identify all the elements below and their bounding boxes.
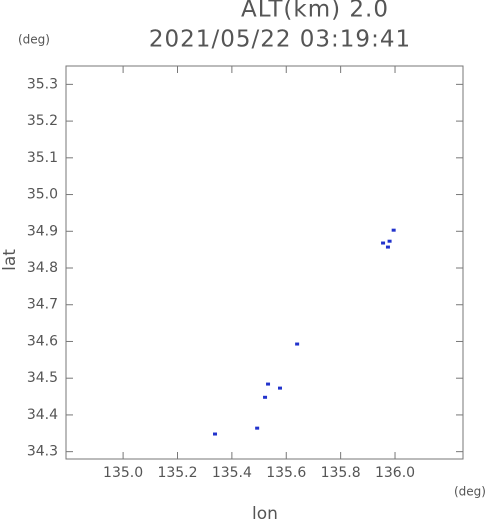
x-tick-label: 135.6 [266,465,306,481]
x-tick-label: 135.2 [157,465,197,481]
y-tick-label: 34.3 [27,444,58,460]
y-tick-label: 35.2 [27,113,58,129]
point [255,426,260,430]
x-tick-label: 135.8 [321,465,361,481]
point [381,241,386,245]
y-tick-label: 34.8 [27,260,58,276]
altitude-annotation: ALT(km) 2.0 [241,0,389,23]
y-unit: (deg) [18,33,50,47]
y-axis-label: lat [0,249,20,271]
y-tick-label: 35.3 [27,76,58,92]
chart-title: 2021/05/22 03:19:41 [149,27,411,53]
point [213,432,218,436]
point [266,382,271,386]
x-tick-label: 135.4 [212,465,252,481]
point [295,342,300,346]
point [263,395,268,399]
x-tick-label: 135.0 [103,465,143,481]
x-axis-label: lon [252,504,278,521]
y-tick-label: 34.6 [27,333,58,349]
y-tick-label: 34.4 [27,407,58,423]
y-tick-label: 35.1 [27,150,58,166]
y-tick-label: 34.5 [27,370,58,386]
y-tick-label: 35.0 [27,187,58,203]
plot-frame [65,65,464,460]
y-tick-label: 34.9 [27,223,58,239]
point [387,239,392,243]
x-unit: (deg) [454,485,486,499]
point [277,386,282,390]
point [385,245,390,249]
point [391,228,396,232]
y-tick-label: 34.7 [27,297,58,313]
x-tick-label: 136.0 [375,465,415,481]
